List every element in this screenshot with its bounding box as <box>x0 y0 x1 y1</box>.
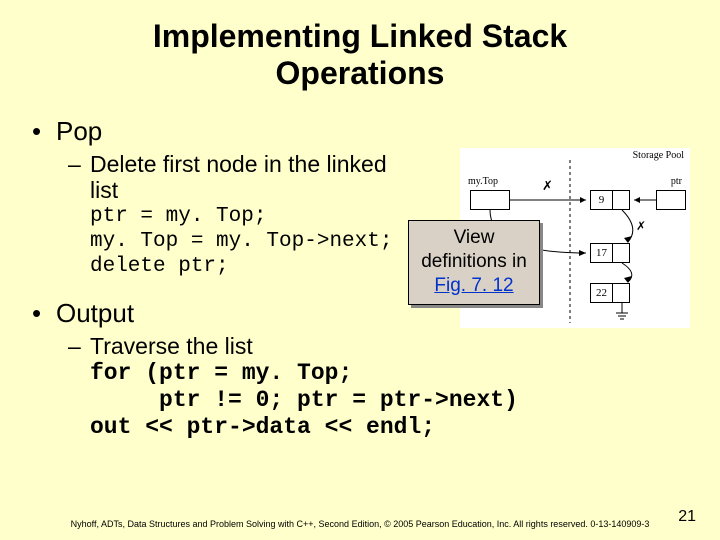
infobox-line1: View <box>454 227 495 248</box>
page-number: 21 <box>678 508 696 526</box>
code-out-2: ptr != 0; ptr = ptr->next) <box>90 387 518 413</box>
fig-link[interactable]: Fig. 7. 12 <box>434 275 513 296</box>
infobox-line2: definitions in <box>421 251 527 272</box>
code-pop-2: my. Top = my. Top->next; <box>90 230 392 253</box>
title-line2: Operations <box>276 55 445 91</box>
bullet-output-sub: Traverse the list <box>28 333 692 359</box>
code-pop-1: ptr = my. Top; <box>90 205 266 228</box>
title-line1: Implementing Linked Stack <box>153 18 567 54</box>
footer-citation: Nyhoff, ADTs, Data Structures and Proble… <box>0 519 720 530</box>
svg-text:✗: ✗ <box>636 219 646 233</box>
bullet-output-sub-text: Traverse the list <box>90 333 253 359</box>
bullet-pop-sub-text: Delete first node in the linked list <box>90 151 387 203</box>
bullet-output-text: Output <box>56 298 134 328</box>
code-out-1: for (ptr = my. Top; <box>90 360 352 386</box>
bullet-pop-text: Pop <box>56 116 102 146</box>
bullet-pop: Pop <box>28 116 692 147</box>
view-definitions-box: View definitions in Fig. 7. 12 <box>408 220 540 305</box>
code-pop-3: delete ptr; <box>90 255 229 278</box>
code-out-3: out << ptr->data << endl; <box>90 414 435 440</box>
slide-title: Implementing Linked Stack Operations <box>0 0 720 92</box>
bullet-pop-sub: Delete first node in the linked list <box>28 151 398 204</box>
code-output: for (ptr = my. Top; ptr != 0; ptr = ptr-… <box>28 360 692 441</box>
svg-text:✗: ✗ <box>542 178 553 193</box>
